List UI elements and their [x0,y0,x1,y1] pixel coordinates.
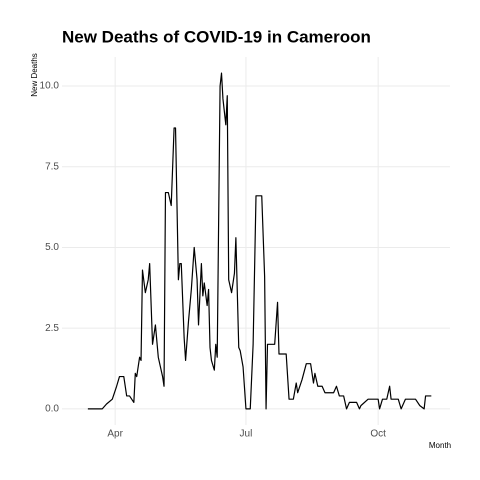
y-axis-label: New Deaths [30,53,39,97]
chart-title: New Deaths of COVID-19 in Cameroon [62,27,371,46]
y-tick-label: 10.0 [40,81,60,92]
x-tick-label: Apr [107,429,123,440]
x-axis-label: Month [429,441,451,450]
x-tick-label: Oct [370,429,386,440]
x-tick-label: Jul [240,429,253,440]
y-tick-label: 7.5 [45,161,59,172]
y-tick-label: 5.0 [45,242,59,253]
y-tick-label: 0.0 [45,404,59,415]
y-tick-label: 2.5 [45,323,59,334]
data-line [87,72,432,410]
